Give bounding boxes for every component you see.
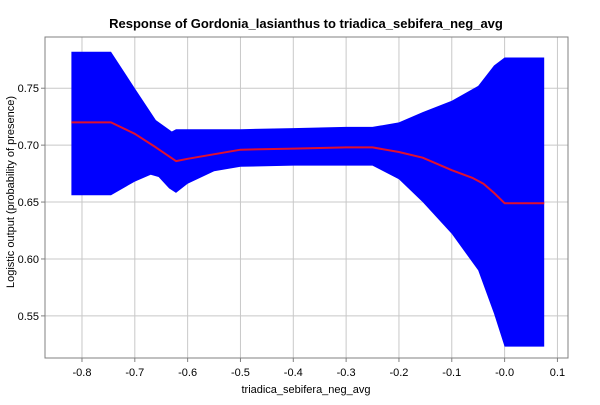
x-tick-label: -0.2 — [389, 367, 408, 379]
x-tick-label: -0.0 — [495, 367, 514, 379]
x-tick-label: -0.5 — [231, 367, 250, 379]
confidence-band — [71, 51, 545, 347]
chart-title: Response of Gordonia_lasianthus to triad… — [109, 16, 503, 31]
band-layer — [71, 51, 545, 347]
y-tick-label: 0.65 — [18, 197, 39, 209]
x-tick-label: -0.4 — [284, 367, 303, 379]
y-tick-label: 0.70 — [18, 140, 39, 152]
plot-frame — [44, 36, 569, 359]
y-axis-label: Logistic output (probability of presence… — [5, 96, 17, 288]
x-tick-label: -0.3 — [337, 367, 356, 379]
x-tick-label: 0.1 — [550, 367, 565, 379]
y-tick-label: 0.60 — [18, 254, 39, 266]
mean-response-line — [71, 121, 545, 205]
x-tick-label: -0.8 — [72, 367, 91, 379]
x-axis-ticks: -0.8 -0.7 -0.6 -0.5 -0.4 -0.3 -0.2 -0.1 -0.0 0.1 — [72, 358, 565, 379]
y-tick-label: 0.75 — [18, 83, 39, 95]
x-tick-label: -0.7 — [125, 367, 144, 379]
x-axis-label: triadica_sebifera_neg_avg — [241, 384, 370, 396]
y-tick-label: 0.55 — [18, 311, 39, 323]
y-axis-ticks: 0.55 0.60 0.65 0.70 0.75 — [18, 83, 45, 323]
x-tick-label: -0.6 — [178, 367, 197, 379]
x-tick-label: -0.1 — [442, 367, 461, 379]
line-layer — [71, 121, 545, 205]
